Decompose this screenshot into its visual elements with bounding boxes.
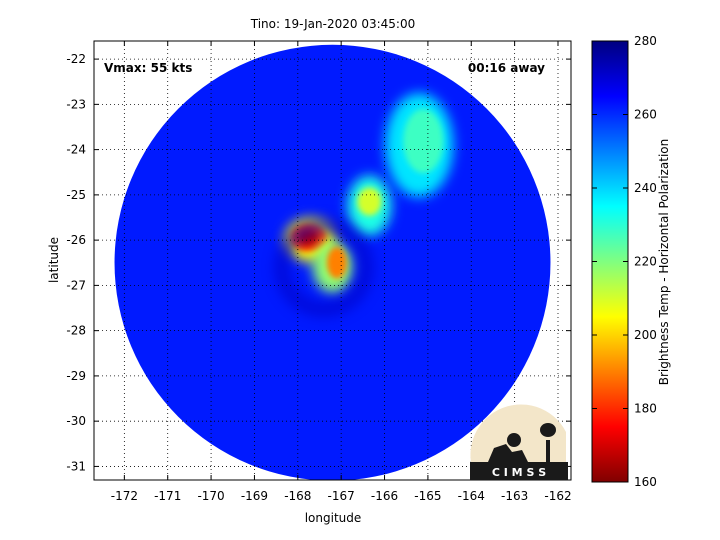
y-tick-label: -24	[66, 143, 86, 157]
cimss-logo: C I M S S	[470, 404, 568, 480]
colorbar	[591, 40, 629, 483]
colorbar-ticks: 160 180 200 220 240 260 280	[592, 34, 657, 489]
x-tick-label: -172	[111, 489, 138, 503]
x-tick-label: -162	[544, 489, 571, 503]
vmax-annotation: Vmax: 55 kts	[104, 61, 192, 75]
feature-southern-cold-lobe	[326, 246, 347, 279]
time-offset-annotation: 00:16 away	[468, 61, 545, 75]
chart-title: Tino: 19-Jan-2020 03:45:00	[250, 17, 415, 31]
y-axis-ticks: -22 -23 -24 -25 -26 -27 -28 -29 -30 -31	[66, 52, 571, 473]
y-tick-label: -26	[66, 233, 86, 247]
feature-eastern-cold-band	[357, 187, 382, 216]
plot-frame	[93, 40, 572, 481]
brightness-features	[273, 93, 454, 318]
colorbar-tick-label: 260	[634, 108, 657, 122]
x-axis-ticks: -172 -171 -170 -169 -168 -167 -166 -165 -164 -163…	[111, 41, 572, 503]
feature-eyewall-warm-ring	[273, 217, 374, 318]
x-tick-label: -163	[501, 489, 528, 503]
y-axis-label: latitude	[47, 237, 61, 283]
x-tick-label: -164	[458, 489, 485, 503]
y-tick-label: -23	[66, 97, 86, 111]
y-tick-label: -22	[66, 52, 86, 66]
y-tick-label: -27	[66, 278, 86, 292]
swath-layer	[114, 44, 551, 480]
y-tick-label: -25	[66, 188, 86, 202]
colorbar-tick-label: 180	[634, 402, 657, 416]
x-tick-label: -167	[328, 489, 355, 503]
cimss-logo-text: C I M S S	[492, 466, 546, 479]
x-tick-label: -171	[154, 489, 181, 503]
x-tick-label: -168	[284, 489, 311, 503]
colorbar-tick-label: 220	[634, 255, 657, 269]
x-tick-label: -166	[371, 489, 398, 503]
y-tick-label: -29	[66, 369, 86, 383]
x-axis-label: longitude	[305, 511, 362, 525]
feature-northeast-rain-band	[403, 109, 444, 174]
y-tick-label: -30	[66, 414, 86, 428]
colorbar-tick-label: 200	[634, 328, 657, 342]
colorbar-tick-label: 280	[634, 34, 657, 48]
x-tick-label: -165	[414, 489, 441, 503]
y-tick-label: -28	[66, 324, 86, 338]
colorbar-tick-label: 240	[634, 181, 657, 195]
colorbar-tick-label: 160	[634, 475, 657, 489]
x-tick-label: -170	[197, 489, 224, 503]
y-tick-label: -31	[66, 459, 86, 473]
x-tick-label: -169	[241, 489, 268, 503]
colorbar-label: Brightness Temp - Horizontal Polarizatio…	[657, 139, 671, 386]
